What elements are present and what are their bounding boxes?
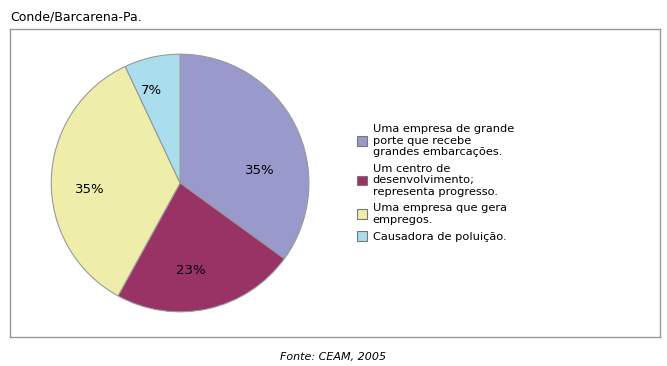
Legend: Uma empresa de grande
porte que recebe
grandes embarcações., Um centro de
desenv: Uma empresa de grande porte que recebe g… — [354, 121, 518, 245]
Wedge shape — [118, 183, 284, 312]
Text: Fonte: CEAM, 2005: Fonte: CEAM, 2005 — [280, 352, 387, 362]
Wedge shape — [51, 67, 180, 296]
Text: 23%: 23% — [175, 264, 205, 277]
Wedge shape — [125, 54, 180, 183]
Text: Conde/Barcarena-Pa.: Conde/Barcarena-Pa. — [10, 11, 142, 24]
Text: 35%: 35% — [245, 164, 275, 177]
Text: 35%: 35% — [75, 183, 105, 196]
Text: 7%: 7% — [141, 84, 162, 97]
Wedge shape — [180, 54, 309, 259]
